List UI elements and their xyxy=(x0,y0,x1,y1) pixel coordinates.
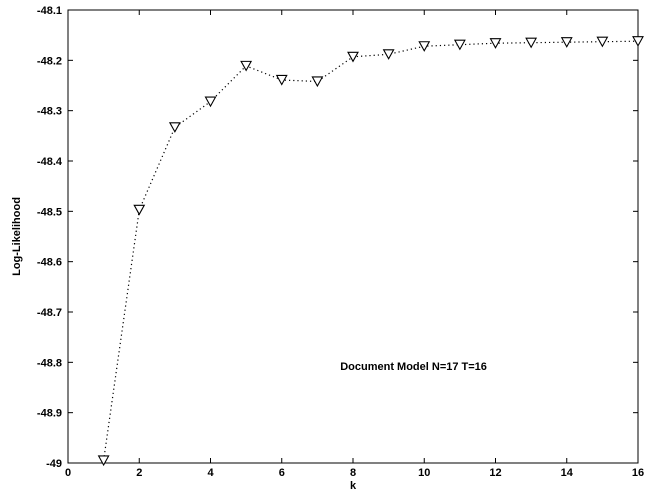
plot-area-frame xyxy=(67,9,639,464)
data-point-marker xyxy=(525,37,538,49)
y-tick-label: -48.4 xyxy=(37,156,63,168)
x-tick-label: 0 xyxy=(65,467,71,479)
x-tick-label: 10 xyxy=(418,467,430,479)
x-tick-label: 6 xyxy=(279,467,285,479)
data-point-marker xyxy=(453,39,466,51)
data-point-marker xyxy=(275,74,288,86)
y-tick-label: -48.7 xyxy=(37,307,62,319)
data-point-marker xyxy=(97,455,110,467)
data-point-marker xyxy=(596,36,609,48)
x-tick-label: 2 xyxy=(136,467,142,479)
data-point-marker xyxy=(489,38,502,49)
x-tick-label: 8 xyxy=(350,467,356,479)
x-tick-label: 16 xyxy=(632,467,644,479)
data-point-marker xyxy=(168,122,181,133)
y-tick-label: -48.2 xyxy=(37,55,62,67)
x-tick-label: 12 xyxy=(489,467,501,479)
data-point-marker xyxy=(632,36,644,47)
annotation-layer: Document Model N=17 T=16 xyxy=(340,361,487,373)
y-tick-label: -48.5 xyxy=(37,206,62,218)
x-tick-label: 14 xyxy=(561,467,574,479)
data-point-marker xyxy=(418,41,431,52)
y-tick-label: -48.8 xyxy=(37,357,62,369)
series-line xyxy=(103,40,639,461)
tick-labels-layer: 0 2 4 6 8 10 12 14 16 -49 -48.9 -48.8 -48.7 -48.6 -48.… xyxy=(37,5,644,479)
y-tick-label: -48.3 xyxy=(37,106,62,118)
y-tick-label: -48.1 xyxy=(37,5,62,17)
y-tick-label: -49 xyxy=(46,458,62,470)
data-point-marker xyxy=(311,76,324,88)
data-point-marker xyxy=(382,49,395,60)
x-tick-label: 4 xyxy=(207,467,214,479)
series-layer xyxy=(97,36,644,467)
chart-annotation: Document Model N=17 T=16 xyxy=(340,361,487,373)
data-point-marker xyxy=(560,37,573,48)
y-tick-label: -48.9 xyxy=(37,408,62,420)
y-axis-label: Log-Likelihood xyxy=(11,197,23,276)
data-point-marker xyxy=(347,51,359,63)
data-point-marker xyxy=(204,96,217,108)
ticks-layer xyxy=(67,9,639,464)
x-axis-label: k xyxy=(350,480,357,492)
data-point-marker xyxy=(240,60,253,72)
y-tick-label: -48.6 xyxy=(37,257,62,269)
data-point-marker xyxy=(133,204,146,216)
